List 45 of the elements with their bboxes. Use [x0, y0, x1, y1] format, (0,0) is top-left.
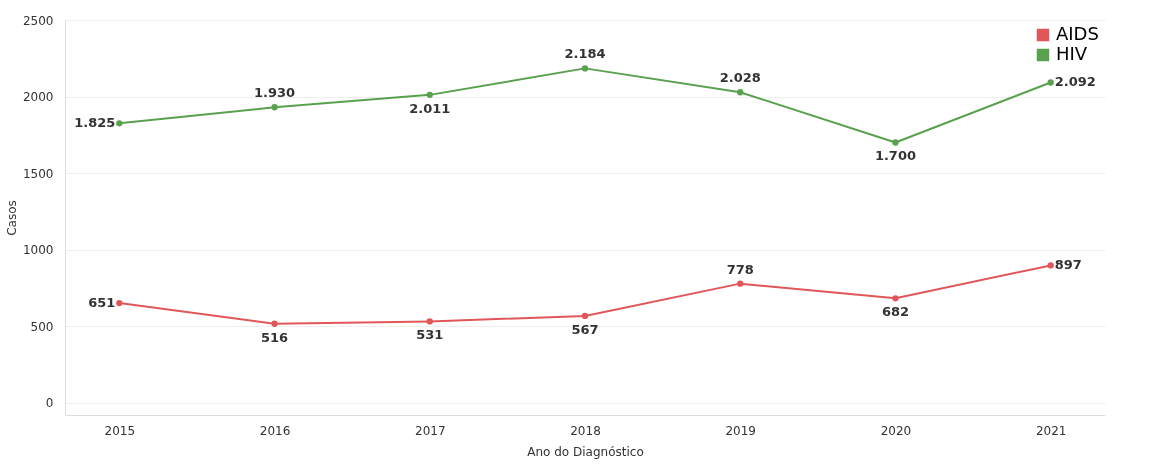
y-tick-label: 2000 [22, 90, 54, 105]
point [1047, 79, 1054, 86]
y-axis-title: Casos [4, 200, 19, 236]
data-label: 1.930 [253, 85, 296, 101]
data-label: 531 [416, 327, 444, 343]
x-tick-label: 2015 [104, 423, 136, 438]
point [737, 89, 744, 96]
point [892, 139, 899, 146]
data-label: 516 [260, 329, 289, 345]
data-label: 897 [1054, 257, 1082, 273]
point [581, 312, 589, 320]
point [426, 91, 433, 99]
point [271, 104, 278, 111]
point [271, 320, 278, 327]
data-label: 1.825 [74, 115, 116, 131]
point [581, 65, 589, 72]
point [1047, 262, 1054, 269]
y-tick-label: 1500 [22, 166, 54, 181]
data-label: 2.028 [719, 70, 761, 86]
data-label: 567 [571, 321, 599, 337]
point [892, 295, 899, 302]
x-tick-label: 2020 [880, 423, 912, 438]
data-label: 651 [88, 295, 116, 311]
x-tick-label: 2021 [1035, 423, 1067, 438]
y-tick-label: 1000 [22, 243, 54, 258]
point [116, 299, 123, 307]
x-tick-label: 2017 [415, 423, 446, 438]
data-label: 2.011 [409, 100, 451, 116]
data-label: 778 [726, 261, 754, 277]
x-tick-label: 2018 [570, 423, 601, 438]
legend-label: HIV [1056, 43, 1088, 64]
point [426, 318, 433, 325]
data-label: 2.092 [1054, 74, 1096, 90]
point [737, 280, 744, 287]
y-tick-label: 0 [45, 396, 54, 411]
data-label: 2.184 [564, 46, 606, 62]
x-tick-label: 2016 [259, 423, 291, 438]
data-label: 682 [881, 304, 910, 320]
y-tick-label: 2500 [22, 13, 54, 28]
y-tick-label: 500 [30, 319, 54, 334]
x-axis-title: Ano do Diagnóstico [527, 444, 644, 459]
data-label: 1.700 [874, 148, 917, 164]
x-tick-label: 2019 [725, 423, 756, 438]
legend-label: AIDS [1056, 23, 1099, 44]
point [116, 120, 123, 127]
